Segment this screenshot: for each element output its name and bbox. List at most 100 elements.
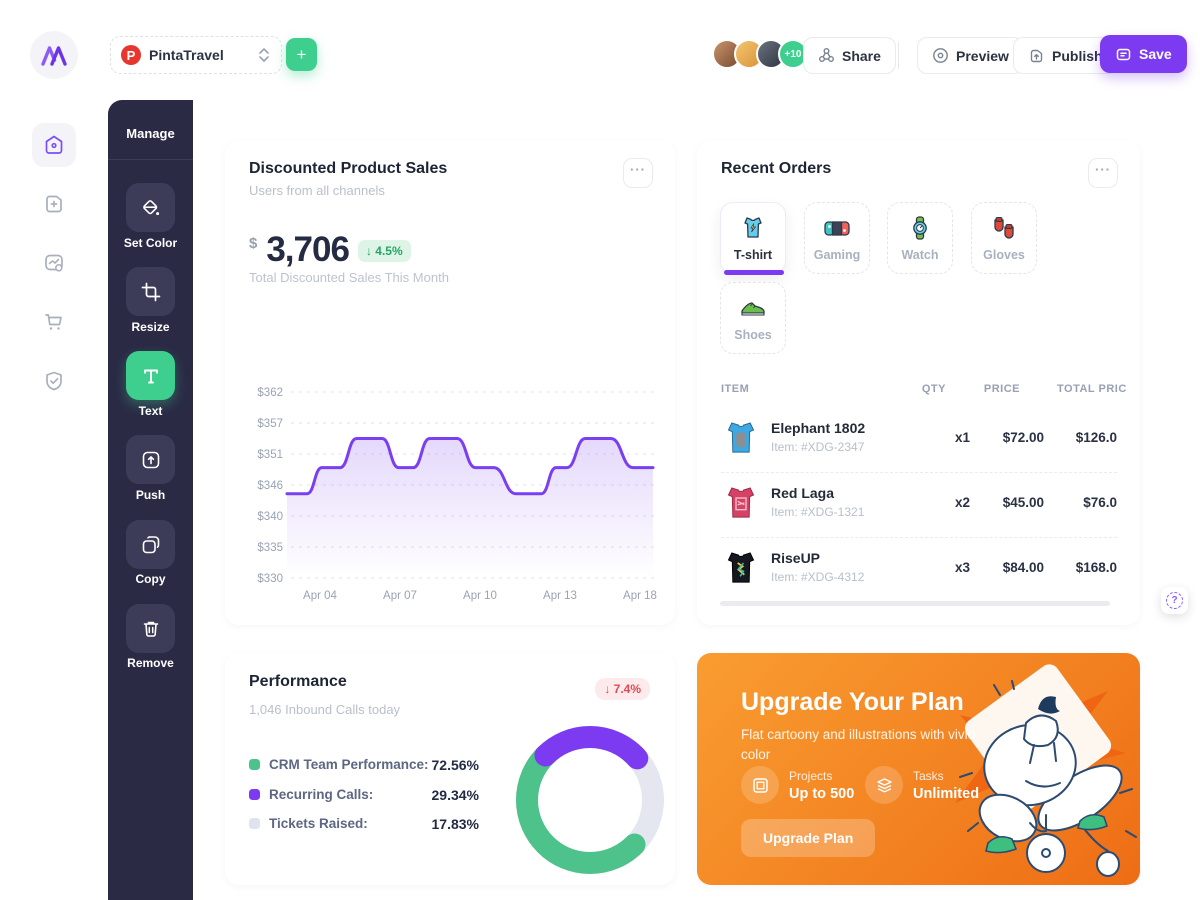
order-item-sku: Item: #XDG-2347 — [771, 440, 865, 454]
legend-dot — [249, 789, 260, 800]
category-gloves[interactable]: Gloves — [971, 202, 1037, 274]
category-gaming[interactable]: Gaming — [804, 202, 870, 274]
tool-text[interactable] — [126, 351, 175, 400]
order-qty: x3 — [954, 560, 970, 575]
preview-icon — [933, 48, 948, 63]
tool-set-color-label: Set Color — [123, 236, 178, 250]
topbar-divider — [898, 42, 899, 69]
paint-fill-icon — [142, 199, 159, 215]
question-icon: ? — [1166, 592, 1183, 609]
order-item-name: RiseUP — [771, 550, 821, 566]
product-thumb-tshirt — [727, 487, 755, 518]
sales-value-row: $ 3,706 ↓ 4.5% — [249, 232, 411, 267]
col-header-total-price: TOTAL PRIC — [1057, 383, 1127, 395]
horizontal-scrollbar[interactable] — [720, 601, 1110, 606]
share-button[interactable]: Share — [803, 37, 896, 74]
x-tick: Apr 10 — [463, 590, 497, 602]
legend-dot — [249, 818, 260, 829]
col-header-item: ITEM — [721, 383, 750, 395]
tasks-icon — [865, 766, 903, 804]
upgrade-title: Upgrade Your Plan — [741, 688, 964, 716]
save-button[interactable]: Save — [1100, 35, 1187, 73]
preview-button[interactable]: Preview — [917, 37, 1024, 74]
category-tshirt[interactable]: T-shirt — [720, 202, 786, 275]
feature-label: Tasks — [913, 768, 944, 783]
order-row[interactable]: RiseUP Item: #XDG-4312 x3 $84.00 $168.0 — [721, 538, 1140, 602]
y-tick: $351 — [257, 449, 283, 461]
order-item-sku: Item: #XDG-4312 — [771, 570, 865, 584]
product-thumb-tshirt — [727, 422, 755, 453]
upgrade-plan-button[interactable]: Upgrade Plan — [741, 819, 876, 857]
preview-label: Preview — [956, 47, 1009, 64]
nav-home[interactable] — [32, 123, 76, 167]
y-tick: $335 — [257, 542, 283, 554]
sales-total-value: 3,706 — [266, 230, 350, 269]
donut-segment-purple — [516, 726, 664, 874]
row-divider — [721, 472, 1117, 473]
tshirt-icon — [744, 217, 762, 238]
y-tick: $346 — [257, 480, 283, 492]
tool-copy[interactable] — [126, 520, 175, 569]
shoes-icon — [741, 302, 765, 316]
workspace-name: PintaTravel — [149, 47, 224, 63]
category-watch[interactable]: Watch — [887, 202, 953, 274]
sales-card-menu-button[interactable]: ··· — [623, 158, 653, 188]
category-label: Shoes — [734, 328, 772, 342]
watch-icon — [913, 216, 927, 240]
category-label: Gaming — [813, 248, 861, 262]
workspace-selector[interactable]: P PintaTravel — [110, 36, 282, 74]
tool-resize[interactable] — [126, 267, 175, 316]
category-shoes[interactable]: Shoes — [720, 282, 786, 354]
add-workspace-button[interactable]: + — [286, 38, 317, 71]
performance-card: Performance 1,046 Inbound Calls today ↓ … — [225, 653, 675, 885]
help-button[interactable]: ? — [1161, 587, 1188, 614]
orders-card-menu-button[interactable]: ··· — [1088, 158, 1118, 188]
tool-set-color[interactable] — [126, 183, 175, 232]
nav-security[interactable] — [32, 359, 76, 403]
order-total: $168.0 — [1075, 560, 1117, 575]
order-price: $72.00 — [1002, 430, 1044, 445]
logo-icon — [41, 46, 67, 66]
tool-remove[interactable] — [126, 604, 175, 653]
legend-dot — [249, 759, 260, 770]
nav-new-file[interactable] — [32, 182, 76, 226]
save-icon — [1116, 48, 1131, 60]
manage-panel-title: Manage — [126, 126, 175, 141]
sales-card-header: Discounted Product Sales Users from all … — [249, 160, 447, 198]
projects-icon — [741, 766, 779, 804]
publish-label: Publish — [1052, 47, 1103, 64]
order-row[interactable]: Elephant 1802 Item: #XDG-2347 x1 $72.00 … — [721, 408, 1140, 472]
sales-caption: Total Discounted Sales This Month — [249, 270, 449, 285]
order-total: $76.0 — [1083, 495, 1117, 510]
feature-projects: Projects Up to 500 — [741, 766, 854, 804]
x-tick: Apr 07 — [383, 590, 417, 602]
feature-value: Unlimited — [913, 785, 980, 802]
sales-delta-badge: ↓ 4.5% — [357, 240, 411, 262]
upgrade-card: Upgrade Your Plan Flat cartoony and illu… — [697, 653, 1140, 885]
manage-panel — [108, 100, 193, 900]
order-row[interactable]: Red Laga Item: #XDG-1321 x2 $45.00 $76.0 — [721, 473, 1140, 537]
order-qty: x2 — [954, 495, 970, 510]
tool-push[interactable] — [126, 435, 175, 484]
y-tick: $330 — [257, 573, 283, 585]
order-qty: x1 — [954, 430, 970, 445]
order-item-name: Red Laga — [771, 485, 835, 501]
performance-donut-chart — [516, 726, 664, 874]
upgrade-illustration — [955, 664, 1137, 877]
currency-symbol: $ — [249, 235, 258, 252]
line-area-fill — [287, 438, 653, 578]
nav-analytics[interactable] — [32, 241, 76, 285]
col-header-price: PRICE — [983, 383, 1020, 395]
x-tick: Apr 18 — [623, 590, 657, 602]
category-label: Gloves — [983, 248, 1025, 262]
orders-card: Recent Orders ··· T-shirt Gaming — [697, 140, 1140, 625]
app-logo[interactable] — [30, 31, 78, 79]
performance-delta-badge: ↓ 7.4% — [595, 678, 650, 700]
nav-rail — [0, 100, 108, 900]
sales-card-title: Discounted Product Sales — [249, 160, 448, 177]
nav-shop[interactable] — [32, 300, 76, 344]
legend-item: CRM Team Performance: — [249, 757, 429, 772]
save-label: Save — [1139, 46, 1172, 62]
feature-value: Up to 500 — [789, 785, 855, 802]
